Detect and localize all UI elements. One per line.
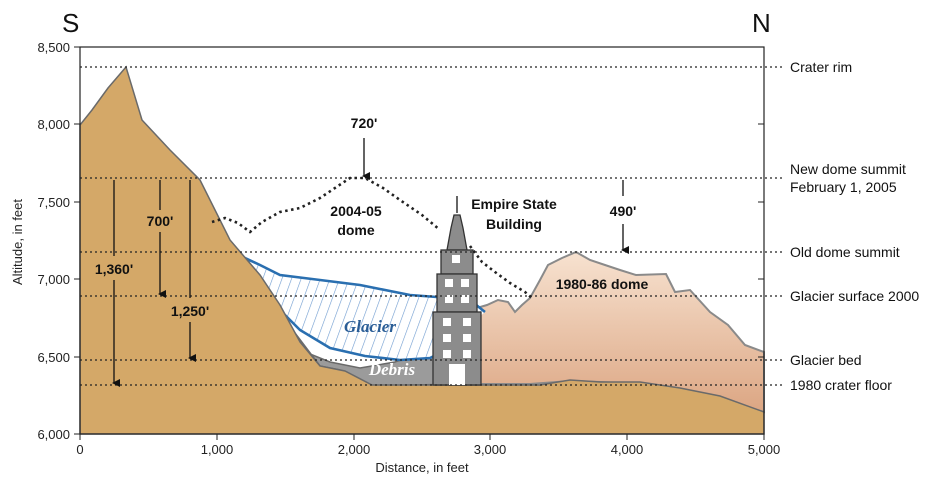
glacier-area (232, 252, 485, 360)
direction-north: N (752, 8, 771, 38)
y-tick-7000: 7,000 (37, 272, 70, 287)
label-490: 490' (610, 203, 637, 219)
y-tick-8000: 8,000 (37, 117, 70, 132)
direction-south: S (62, 8, 79, 38)
label-empire-line1: Empire State (471, 196, 557, 212)
x-tick-3000: 3,000 (474, 442, 507, 457)
label-empire-line2: Building (486, 216, 542, 232)
y-tick-6500: 6,500 (37, 350, 70, 365)
x-axis-ticks (79, 434, 765, 440)
label-dome-1980-86: 1980-86 dome (556, 276, 649, 292)
empire-state-building (432, 196, 482, 386)
glacier-bed-line (269, 299, 451, 362)
label-dome-2004-05-line1: 2004-05 (330, 203, 382, 219)
label-crater-rim: Crater rim (790, 59, 852, 75)
plot-frame (79, 46, 765, 435)
x-tick-4000: 4,000 (611, 442, 644, 457)
label-1250: 1,250' (171, 303, 209, 319)
label-crater-floor-1980: 1980 crater floor (790, 377, 892, 393)
label-1360: 1,360' (95, 261, 133, 277)
label-700: 700' (147, 213, 174, 229)
y-tick-8500: 8,500 (37, 40, 70, 55)
x-tick-0: 0 (76, 442, 83, 457)
label-new-dome-summit: New dome summit (790, 161, 906, 177)
y-axis-ticks (74, 46, 764, 435)
x-axis-title: Distance, in feet (375, 460, 469, 475)
label-debris: Debris (368, 360, 416, 379)
label-720: 720' (351, 115, 378, 131)
dome-2004-05-outline-right (468, 245, 533, 299)
x-tick-2000: 2,000 (338, 442, 371, 457)
x-tick-1000: 1,000 (201, 442, 234, 457)
y-tick-7500: 7,500 (37, 195, 70, 210)
dome-2004-05-outline (211, 176, 441, 234)
label-old-dome-summit: Old dome summit (790, 244, 900, 260)
label-new-dome-date: February 1, 2005 (790, 179, 897, 195)
label-dome-2004-05-line2: dome (337, 222, 375, 238)
y-tick-6000: 6,000 (37, 427, 70, 442)
crater-wall-and-floor (79, 65, 765, 435)
label-glacier-bed: Glacier bed (790, 352, 862, 368)
y-axis-title: Altitude, in feet (10, 199, 25, 285)
x-tick-5000: 5,000 (748, 442, 781, 457)
label-glacier-surface-2000: Glacier surface 2000 (790, 288, 919, 304)
label-glacier: Glacier (344, 317, 396, 336)
